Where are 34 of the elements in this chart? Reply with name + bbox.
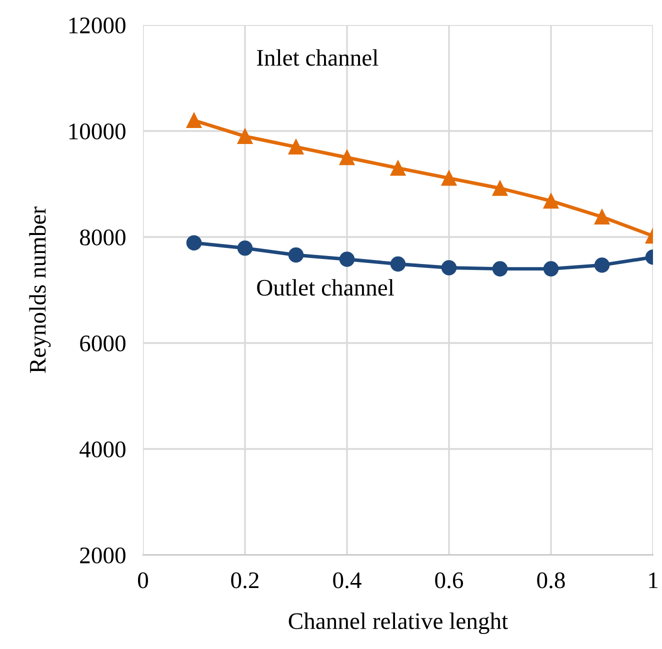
- x-tick-label: 0.6: [435, 572, 464, 588]
- y-tick-label: 6000: [80, 335, 126, 352]
- y-axis-title: Reynolds number: [29, 206, 51, 373]
- y-tick-label: 12000: [69, 17, 126, 34]
- series-label: Outlet channel: [257, 279, 394, 296]
- point: [186, 112, 202, 128]
- point: [492, 180, 508, 196]
- point: [339, 252, 355, 267]
- point: [288, 247, 304, 263]
- point: [237, 240, 253, 256]
- point: [594, 209, 610, 224]
- point: [543, 193, 559, 209]
- point: [441, 170, 457, 186]
- x-tick-label: 0.4: [333, 572, 362, 588]
- y-tick-label: 8000: [80, 229, 126, 246]
- point: [594, 257, 610, 273]
- text: Inlet channel: [256, 49, 378, 66]
- point: [186, 235, 202, 250]
- x-tick-label: 0: [138, 572, 148, 588]
- x-axis-title: Channel relative lenght: [288, 612, 508, 634]
- y-tick-label: 4000: [80, 441, 126, 458]
- point: [390, 256, 406, 272]
- x-tick-label: 0.8: [537, 572, 565, 588]
- point: [543, 261, 559, 276]
- y-tick-label: 10000: [69, 123, 126, 140]
- y-tick-label: 2000: [80, 547, 126, 564]
- point: [237, 128, 253, 144]
- point: [441, 260, 457, 276]
- x-tick-label: 0.2: [231, 572, 258, 588]
- point: [288, 139, 304, 155]
- point: [339, 150, 355, 166]
- x-tick-label: 1: [649, 572, 658, 588]
- point: [492, 261, 508, 276]
- point: [390, 160, 406, 176]
